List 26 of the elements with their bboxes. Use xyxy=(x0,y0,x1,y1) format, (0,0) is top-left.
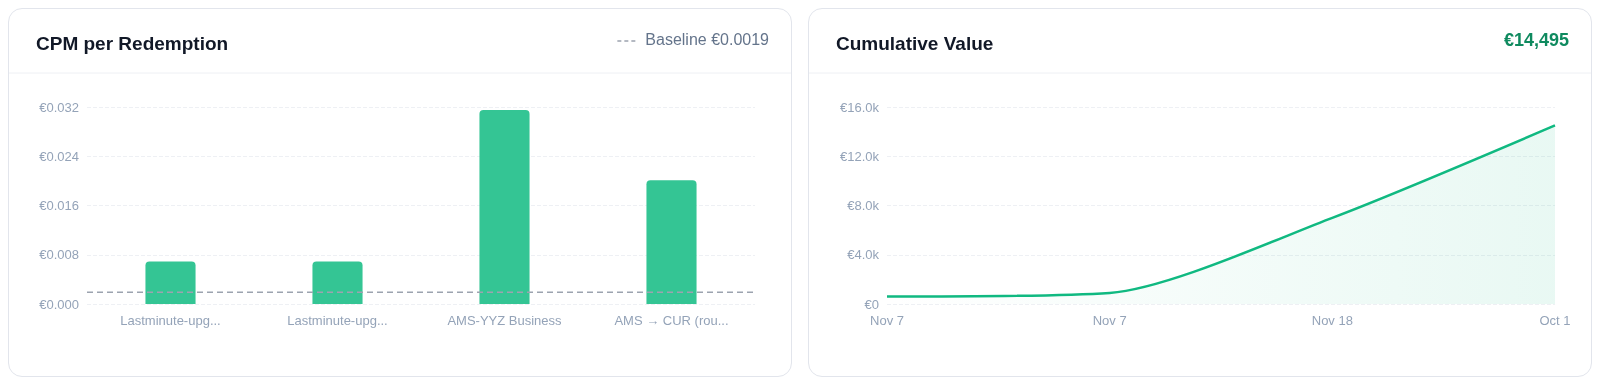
y-tick-label: €0.024 xyxy=(39,148,79,164)
bar xyxy=(145,261,196,304)
y-tick-label: €0.008 xyxy=(39,247,79,263)
chart-title: CPM per Redemption xyxy=(36,33,229,54)
y-tick-label: €0.000 xyxy=(39,296,79,312)
x-tick-label: Nov 7 xyxy=(870,313,904,328)
legend-label: Baseline €0.0019 xyxy=(645,30,770,48)
x-tick-label: AMS → CUR (rou... xyxy=(614,313,729,328)
x-tick-label: Lastminute-upg... xyxy=(287,313,388,328)
y-tick-label: €0 xyxy=(864,296,879,312)
y-tick-label: €4.0k xyxy=(847,247,880,263)
y-tick-label: €12.0k xyxy=(839,148,880,164)
bar xyxy=(646,180,697,304)
x-tick-label: AMS-YYZ Business xyxy=(447,313,563,328)
y-tick-label: €0.016 xyxy=(39,198,79,213)
chart-subtitle: €14,495 xyxy=(1503,30,1570,50)
x-tick-label: Lastminute-upg... xyxy=(120,313,221,328)
y-tick-label: €8.0k xyxy=(847,198,880,213)
y-tick-label: €0.032 xyxy=(39,99,79,115)
bar xyxy=(479,110,530,304)
x-tick-label: Oct 1 xyxy=(1539,313,1571,328)
chart-title: Cumulative Value xyxy=(836,33,994,54)
bar xyxy=(312,261,363,304)
x-tick-label: Nov 7 xyxy=(1092,313,1127,328)
x-tick-label: Nov 18 xyxy=(1311,313,1353,328)
y-tick-label: €16.0k xyxy=(839,99,880,115)
